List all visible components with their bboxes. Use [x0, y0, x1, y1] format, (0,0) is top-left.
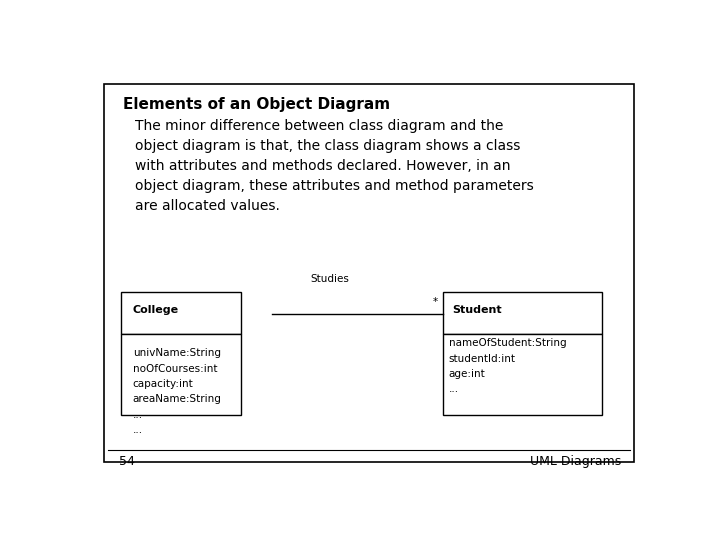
Text: Studies: Studies: [311, 274, 350, 284]
Text: *: *: [432, 298, 438, 307]
Text: Student: Student: [452, 305, 502, 315]
Text: capacity:int: capacity:int: [132, 379, 194, 389]
Text: object diagram, these attributes and method parameters: object diagram, these attributes and met…: [135, 179, 534, 193]
Text: ...: ...: [132, 425, 143, 435]
Text: ...: ...: [449, 384, 459, 394]
Bar: [443, 334, 601, 415]
Bar: [443, 292, 601, 334]
Text: univName:String: univName:String: [132, 348, 220, 358]
Text: are allocated values.: are allocated values.: [135, 199, 280, 213]
Bar: [121, 292, 241, 334]
Bar: [121, 334, 241, 415]
Text: with attributes and methods declared. However, in an: with attributes and methods declared. Ho…: [135, 159, 510, 173]
Text: ...: ...: [132, 410, 143, 420]
Text: College: College: [132, 305, 179, 315]
Text: The minor difference between class diagram and the: The minor difference between class diagr…: [135, 119, 503, 133]
Text: areaName:String: areaName:String: [132, 394, 222, 404]
Text: UML Diagrams: UML Diagrams: [530, 455, 621, 468]
Text: object diagram is that, the class diagram shows a class: object diagram is that, the class diagra…: [135, 139, 521, 153]
Text: noOfCourses:int: noOfCourses:int: [132, 363, 217, 374]
Text: Elements of an Object Diagram: Elements of an Object Diagram: [122, 97, 390, 112]
Text: 54: 54: [120, 455, 135, 468]
Text: studentId:int: studentId:int: [449, 354, 516, 363]
Text: nameOfStudent:String: nameOfStudent:String: [449, 338, 567, 348]
Text: age:int: age:int: [449, 369, 485, 379]
